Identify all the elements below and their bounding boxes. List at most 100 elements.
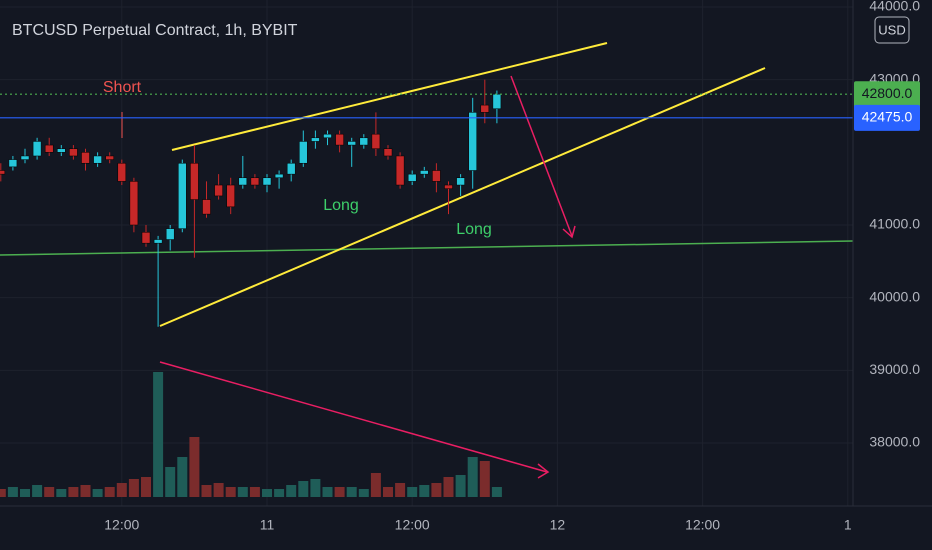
- candle-body: [178, 162, 187, 229]
- candle-body: [32, 141, 42, 157]
- candle-body: [165, 228, 175, 240]
- volume-bar: [395, 483, 406, 497]
- candle-body: [480, 104, 490, 113]
- arrow: [510, 75, 573, 237]
- volume-layer: [0, 372, 502, 497]
- volume-bar: [44, 487, 55, 497]
- volume-bar: [370, 473, 381, 497]
- volume-bar: [286, 485, 297, 497]
- y-tick-label: 38000.0: [869, 434, 920, 450]
- volume-bar: [407, 487, 418, 497]
- candle-body: [190, 162, 199, 200]
- volume-bar: [322, 487, 333, 497]
- y-tick-label: 44000.0: [869, 0, 920, 14]
- candle-body: [238, 177, 248, 186]
- volume-bar: [177, 457, 188, 497]
- x-tick-label: 12:00: [395, 517, 430, 533]
- volume-bar: [225, 487, 236, 497]
- candle-body: [93, 155, 102, 164]
- candle-body: [323, 133, 332, 139]
- volume-bar: [491, 487, 502, 497]
- candle-body: [81, 152, 90, 164]
- candle-body: [456, 177, 465, 186]
- candle-body: [129, 181, 139, 226]
- candle-body: [335, 133, 344, 146]
- candle-body: [202, 199, 211, 215]
- volume-bar: [431, 483, 442, 497]
- volume-bar: [68, 487, 79, 497]
- candle-body: [492, 93, 502, 109]
- candle-body: [371, 133, 381, 149]
- arrow: [159, 361, 548, 473]
- y-tick-label: 39000.0: [869, 361, 920, 377]
- candle-body: [117, 162, 127, 182]
- candle-body: [20, 155, 30, 160]
- currency-box[interactable]: [874, 16, 910, 44]
- price-tag-label: 42800.0: [862, 85, 913, 101]
- candle-body: [299, 141, 308, 164]
- candle-body: [286, 162, 296, 175]
- candle-body: [44, 144, 54, 153]
- candle-body: [274, 173, 284, 179]
- x-tick-label: 12:00: [685, 517, 720, 533]
- volume-bar: [455, 475, 466, 497]
- volume-bar: [141, 477, 151, 497]
- volume-bar: [56, 489, 67, 497]
- volume-bar: [346, 487, 357, 497]
- volume-bar: [0, 489, 6, 497]
- candle-body: [0, 170, 6, 175]
- candle-body: [226, 184, 235, 208]
- candle-body: [311, 137, 320, 142]
- lower-trend-line: [159, 67, 766, 327]
- arrow-head: [562, 225, 576, 239]
- currency[interactable]: USD: [878, 22, 905, 37]
- candle-body: [262, 177, 272, 186]
- x-tick-label: 12:00: [104, 517, 139, 533]
- candle-body: [69, 148, 78, 157]
- volume-bar: [334, 487, 345, 497]
- price-tag-label: 42475.0: [862, 109, 913, 125]
- candle-body: [214, 184, 223, 197]
- volume-bar: [153, 372, 164, 497]
- annotation: Short: [103, 79, 142, 96]
- volume-bar: [274, 489, 285, 497]
- candle-body: [468, 112, 477, 171]
- axis-layer: 38000.039000.040000.041000.043000.044000…: [104, 0, 920, 533]
- volume-bar: [298, 481, 309, 497]
- volume-bar: [128, 479, 139, 497]
- candle-body: [347, 141, 356, 146]
- volume-bar: [116, 483, 127, 497]
- candle-body: [250, 177, 260, 186]
- volume-bar: [92, 489, 103, 497]
- candle-body: [8, 159, 18, 168]
- volume-bar: [201, 485, 212, 497]
- volume-bar: [189, 437, 200, 497]
- upper-trend-line: [171, 42, 608, 151]
- y-tick-label: 41000.0: [869, 216, 920, 232]
- candle-body: [395, 155, 405, 186]
- volume-bar: [80, 485, 91, 497]
- volume-bar: [20, 489, 30, 497]
- volume-bar: [383, 487, 393, 497]
- annotation: Long: [456, 221, 492, 238]
- candle-body: [383, 148, 393, 157]
- candle-body: [407, 173, 417, 182]
- volume-bar: [479, 461, 490, 497]
- volume-bar: [165, 467, 176, 497]
- support-line: [0, 240, 854, 256]
- grid: [0, 0, 853, 506]
- candle-body: [432, 170, 441, 182]
- x-tick-label: 12: [550, 517, 566, 533]
- y-tick-label: 40000.0: [869, 288, 920, 304]
- candle-body: [359, 137, 369, 146]
- annotation: Long: [323, 197, 359, 214]
- volume-bar: [467, 457, 478, 497]
- volume-bar: [104, 487, 115, 497]
- x-tick-label: 11: [260, 517, 275, 533]
- price-tag: [854, 104, 920, 131]
- candle-body: [141, 232, 151, 244]
- candle-body: [420, 170, 429, 175]
- candle-body: [153, 239, 163, 244]
- volume-bar: [249, 487, 260, 497]
